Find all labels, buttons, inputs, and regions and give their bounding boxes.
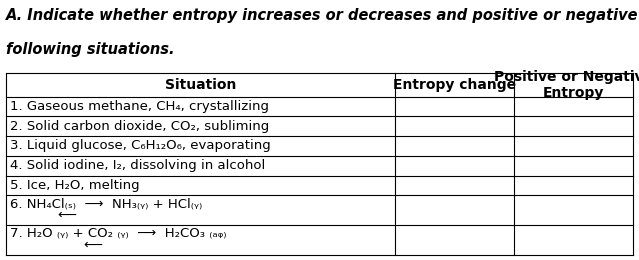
Text: ⟵: ⟵ xyxy=(58,209,77,222)
Text: 2. Solid carbon dioxide, CO₂, subliming: 2. Solid carbon dioxide, CO₂, subliming xyxy=(10,120,269,133)
Text: 6. NH₄Cl₍ₛ₎  ⟶  NH₃₍ᵧ₎ + HCl₍ᵧ₎: 6. NH₄Cl₍ₛ₎ ⟶ NH₃₍ᵧ₎ + HCl₍ᵧ₎ xyxy=(10,197,202,210)
Text: 3. Liquid glucose, C₆H₁₂O₆, evaporating: 3. Liquid glucose, C₆H₁₂O₆, evaporating xyxy=(10,140,270,153)
Text: Entropy change: Entropy change xyxy=(392,78,516,92)
Text: 1. Gaseous methane, CH₄, crystallizing: 1. Gaseous methane, CH₄, crystallizing xyxy=(10,100,268,113)
Text: 4. Solid iodine, I₂, dissolving in alcohol: 4. Solid iodine, I₂, dissolving in alcoh… xyxy=(10,159,265,172)
Text: following situations.: following situations. xyxy=(6,42,175,57)
Text: 5. Ice, H₂O, melting: 5. Ice, H₂O, melting xyxy=(10,179,139,192)
Text: Situation: Situation xyxy=(165,78,236,92)
Text: A. Indicate whether entropy increases or decreases and positive or negative in t: A. Indicate whether entropy increases or… xyxy=(6,8,639,23)
Text: Positive or Negative
Entropy: Positive or Negative Entropy xyxy=(493,70,639,100)
Text: ⟵: ⟵ xyxy=(83,239,102,252)
Text: 7. H₂O ₍ᵧ₎ + CO₂ ₍ᵧ₎  ⟶  H₂CO₃ ₍ₐᵩ₎: 7. H₂O ₍ᵧ₎ + CO₂ ₍ᵧ₎ ⟶ H₂CO₃ ₍ₐᵩ₎ xyxy=(10,227,226,240)
